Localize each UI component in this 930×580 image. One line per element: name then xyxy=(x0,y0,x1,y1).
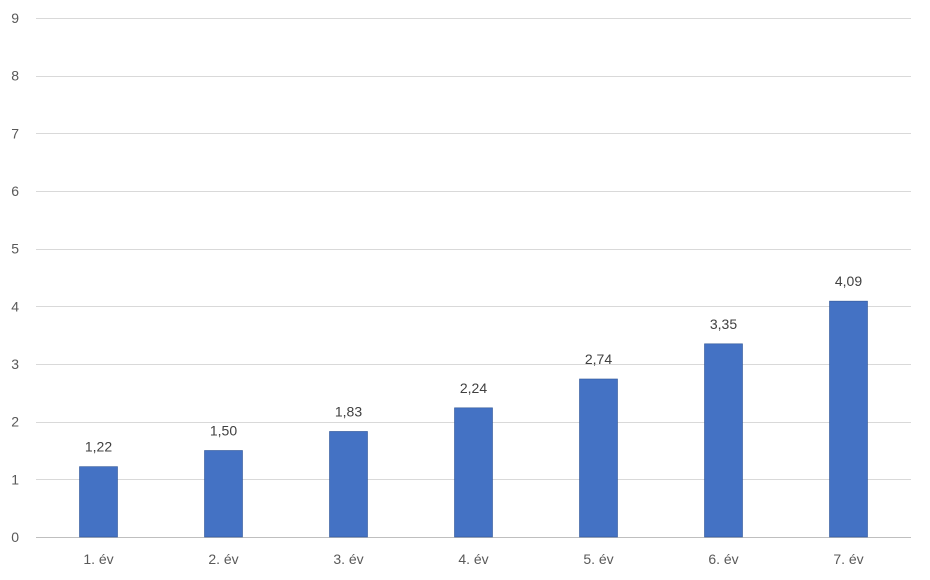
x-category-label: 6. év xyxy=(708,551,738,567)
x-category-label: 7. év xyxy=(833,551,863,567)
data-label: 1,83 xyxy=(335,403,362,419)
y-tick-label: 4 xyxy=(11,298,19,314)
data-label: 2,74 xyxy=(585,351,612,367)
bar xyxy=(829,300,868,538)
y-tick-label: 2 xyxy=(11,414,19,430)
data-labels: 1,22 1,50 1,83 2,24 2,74 3,35 4,09 xyxy=(85,273,862,455)
data-label: 1,50 xyxy=(210,423,237,439)
y-axis-tick-labels: 0 1 2 3 4 5 6 7 8 9 xyxy=(11,10,19,545)
x-category-label: 2. év xyxy=(208,551,238,567)
data-label: 4,09 xyxy=(835,273,862,289)
bar xyxy=(454,407,493,538)
y-tick-label: 0 xyxy=(11,529,19,545)
gridlines xyxy=(36,18,911,538)
x-category-label: 5. év xyxy=(583,551,613,567)
x-category-label: 3. év xyxy=(333,551,363,567)
data-label: 2,24 xyxy=(460,380,487,396)
data-label: 1,22 xyxy=(85,439,112,455)
bar xyxy=(329,431,368,538)
bar xyxy=(579,378,618,538)
y-tick-label: 1 xyxy=(11,471,19,487)
y-tick-label: 8 xyxy=(11,68,19,84)
bar xyxy=(704,343,743,538)
y-tick-label: 5 xyxy=(11,241,19,257)
y-tick-label: 9 xyxy=(11,10,19,26)
bar xyxy=(204,450,243,538)
y-tick-label: 7 xyxy=(11,125,19,141)
x-category-label: 4. év xyxy=(458,551,488,567)
y-tick-label: 3 xyxy=(11,356,19,372)
bars xyxy=(79,300,868,538)
data-label: 3,35 xyxy=(710,316,737,332)
x-axis-category-labels: 1. év 2. év 3. év 4. év 5. év 6. év 7. év xyxy=(83,551,863,567)
bar xyxy=(79,466,118,538)
y-tick-label: 6 xyxy=(11,183,19,199)
x-category-label: 1. év xyxy=(83,551,113,567)
